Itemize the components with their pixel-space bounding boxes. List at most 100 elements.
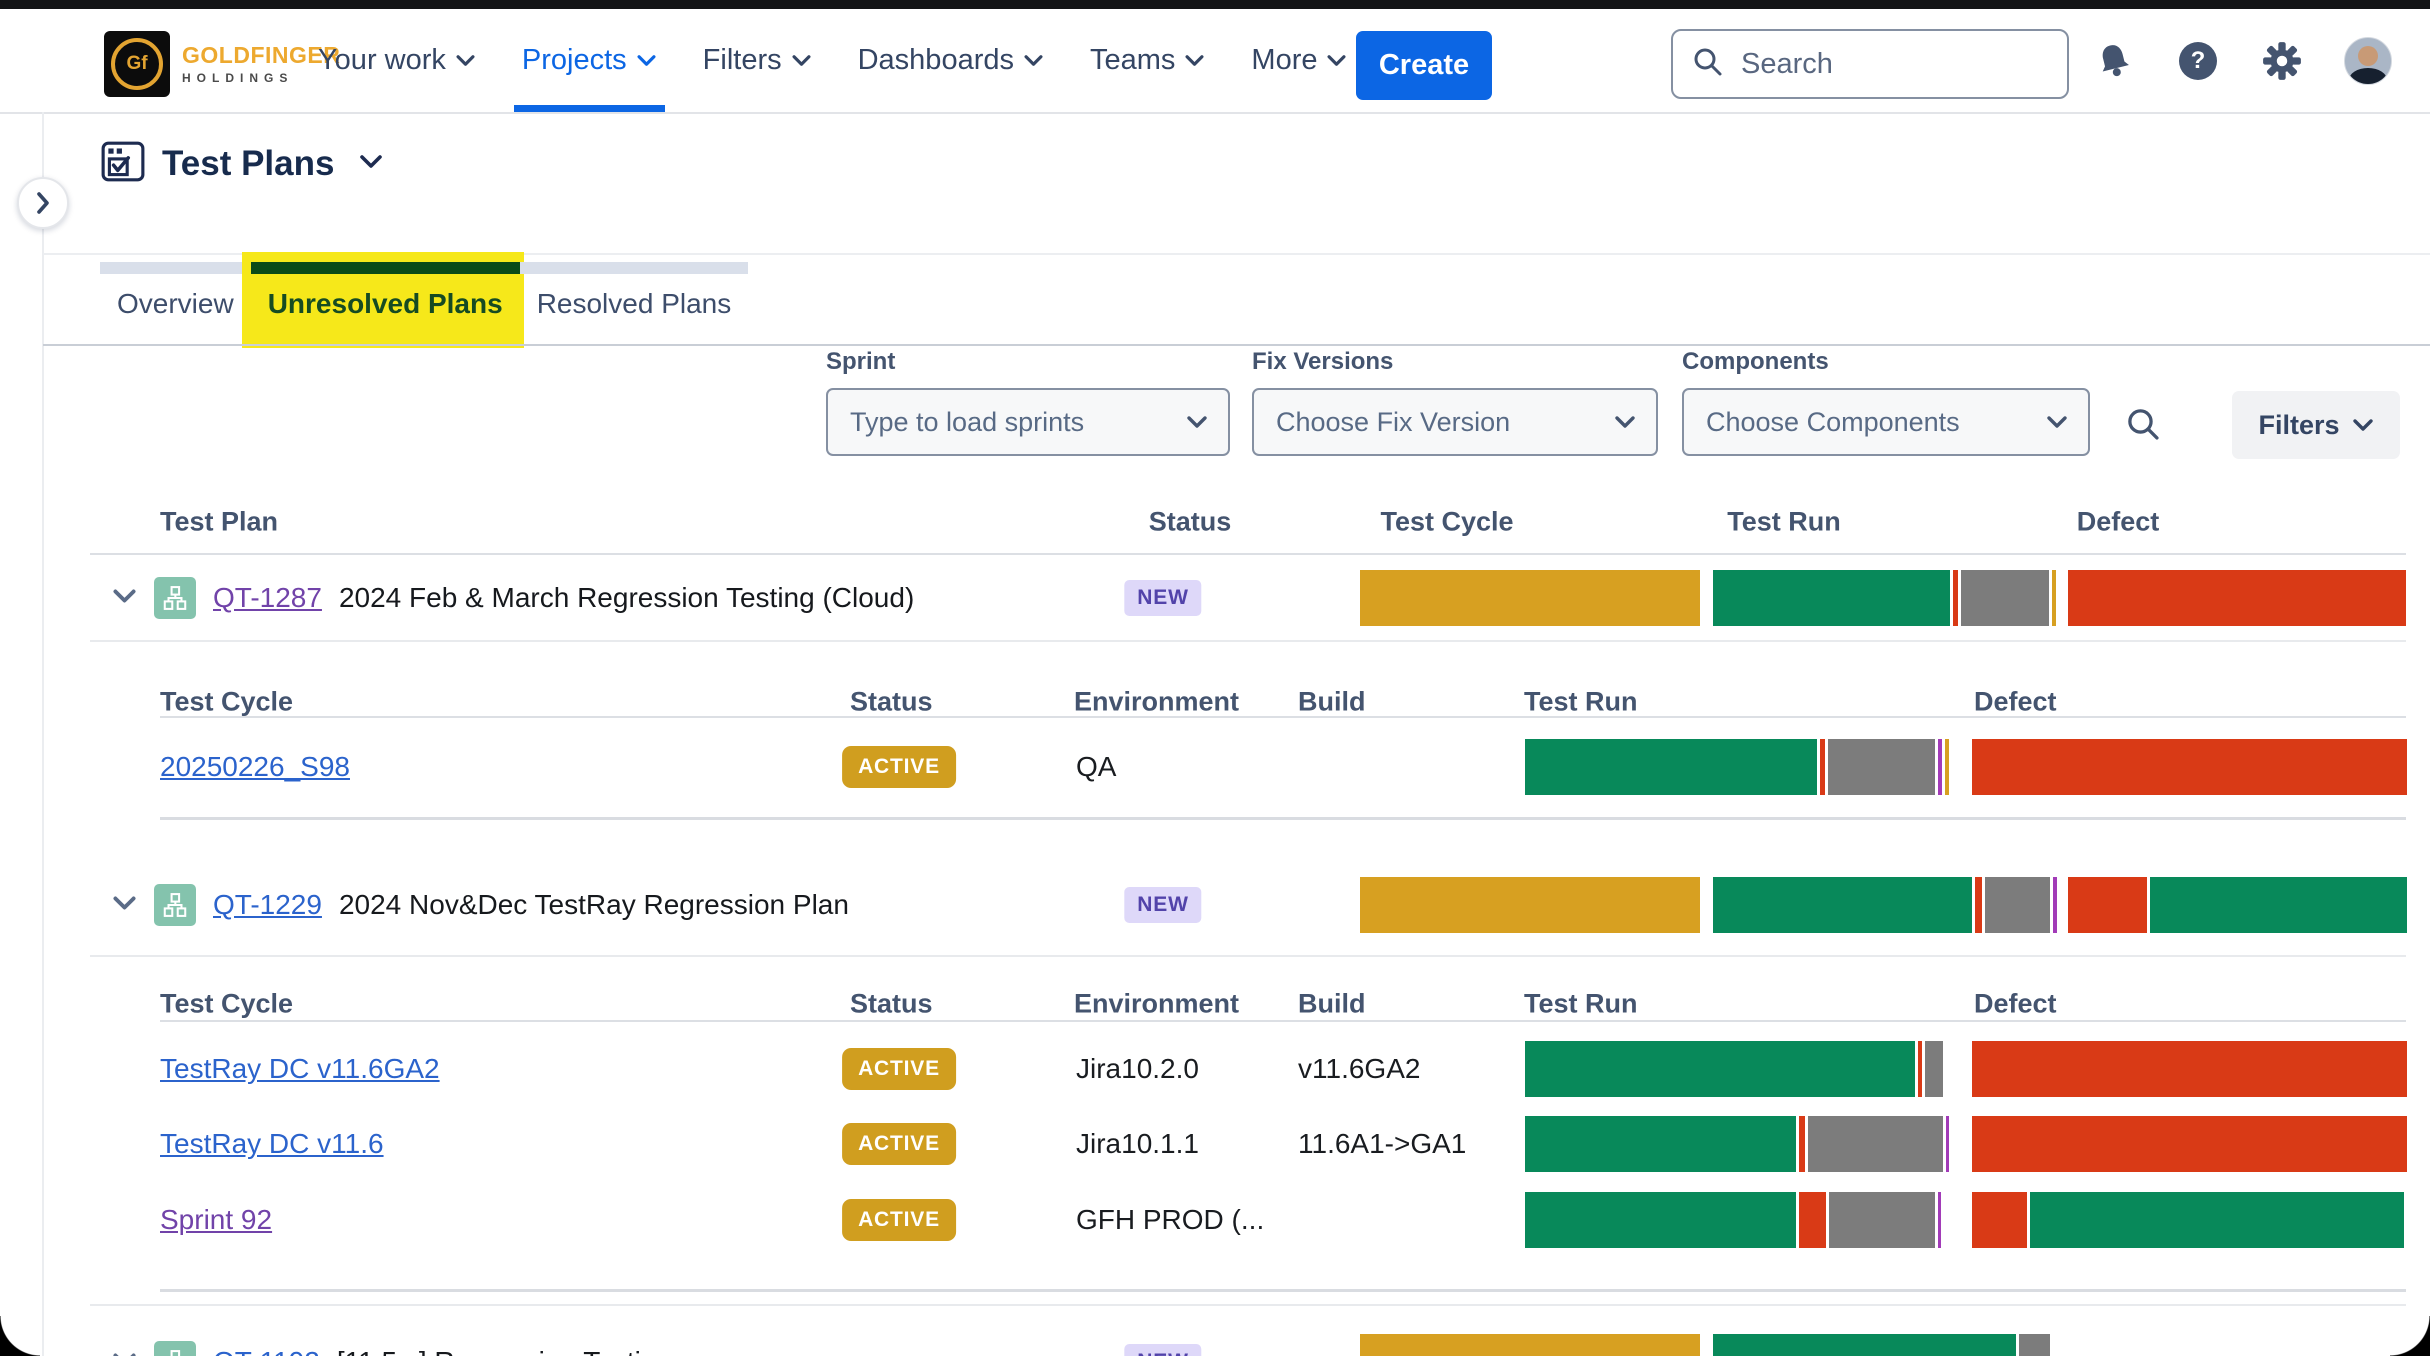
defect-bar <box>2068 877 2407 933</box>
bar-segment-green <box>1525 1041 1915 1097</box>
plan-title: 2024 Feb & March Regression Testing (Clo… <box>339 582 914 614</box>
cycle-link[interactable]: TestRay DC v11.6 <box>160 1128 384 1159</box>
nested-section-divider <box>160 1289 2406 1292</box>
test-plan-icon <box>154 1341 196 1356</box>
sidebar-expand-button[interactable] <box>17 177 69 229</box>
test-cycle-bar <box>1360 1334 1700 1356</box>
cycle-status-badge: ACTIVE <box>842 1123 956 1165</box>
cycle-name-cell: TestRay DC v11.6 <box>160 1128 384 1160</box>
bar-segment-gray <box>1925 1041 1943 1097</box>
nested-column-header-test-run: Test Run <box>1524 687 1638 718</box>
test-run-bar <box>1713 1334 2050 1356</box>
nested-column-header-status: Status <box>850 687 933 718</box>
bar-segment-red <box>1918 1041 1922 1097</box>
status-badge: NEW <box>1124 887 1201 923</box>
cycle-link[interactable]: Sprint 92 <box>160 1204 272 1235</box>
test-cycle-bar <box>1360 877 1700 933</box>
bar-segment-red <box>2068 570 2406 626</box>
bar-segment-red <box>1972 1041 2407 1097</box>
bar-segment-gold <box>1360 1334 1700 1356</box>
environment-cell: QA <box>1076 751 1116 783</box>
environment-cell: GFH PROD (... <box>1076 1204 1264 1236</box>
cycle-test-run-bar <box>1525 739 1949 795</box>
bar-segment-gray <box>1808 1116 1943 1172</box>
test-plan-icon <box>154 884 196 926</box>
plan-key-link[interactable]: QT-1287 <box>213 582 322 614</box>
nested-column-header-defect: Defect <box>1974 687 2057 718</box>
bar-segment-red <box>2068 877 2147 933</box>
nested-header-underline <box>160 1020 2406 1022</box>
environment-cell: Jira10.2.0 <box>1076 1053 1199 1085</box>
plan-row: QT-1287 2024 Feb & March Regression Testi… <box>112 577 914 619</box>
column-header-status: Status <box>1149 507 1232 538</box>
bar-segment-green <box>1713 877 1972 933</box>
column-header-test-cycle: Test Cycle <box>1380 507 1513 538</box>
table-header-underline <box>90 553 2406 555</box>
expand-chevron-icon[interactable] <box>112 588 137 609</box>
cycle-test-run-bar <box>1525 1192 1941 1248</box>
nested-section-divider <box>160 817 2406 820</box>
nested-column-header-test-cycle: Test Cycle <box>160 687 293 718</box>
expand-chevron-icon[interactable] <box>112 1352 137 1356</box>
nested-column-header-status: Status <box>850 989 933 1020</box>
nested-column-header-build: Build <box>1298 687 1366 718</box>
bar-segment-gray <box>1985 877 2050 933</box>
bar-segment-red <box>1972 1192 2027 1248</box>
bar-segment-red <box>1820 739 1825 795</box>
cycle-status-badge: ACTIVE <box>842 1199 956 1241</box>
environment-cell: Jira10.1.1 <box>1076 1128 1199 1160</box>
cycle-name-cell: 20250226_S98 <box>160 751 350 783</box>
plan-row: QT-1229 2024 Nov&Dec TestRay Regression P… <box>112 884 849 926</box>
bar-segment-green <box>1525 1116 1796 1172</box>
bar-segment-gray <box>1961 570 2049 626</box>
bar-segment-green <box>1713 570 1950 626</box>
cycle-status-badge: ACTIVE <box>842 1048 956 1090</box>
screen: Gf GOLDFINGER HOLDINGS Your workProjects… <box>0 0 2430 1356</box>
status-badge: NEW <box>1124 1344 1201 1356</box>
bar-segment-green <box>2030 1192 2404 1248</box>
screen-corner <box>0 1316 40 1356</box>
expand-chevron-icon[interactable] <box>112 895 137 916</box>
cycle-status-badge: ACTIVE <box>842 746 956 788</box>
bar-segment-gold <box>1360 570 1700 626</box>
test-plans-table: Test PlanStatusTest CycleTest RunDefect … <box>0 0 2430 1356</box>
bar-segment-gray <box>1828 739 1935 795</box>
bar-segment-gray <box>2019 1334 2050 1356</box>
plan-key-link[interactable]: QT-1229 <box>213 889 322 921</box>
cycle-link[interactable]: TestRay DC v11.6GA2 <box>160 1053 440 1084</box>
cycle-link[interactable]: 20250226_S98 <box>160 751 350 782</box>
test-cycle-bar <box>1360 570 1700 626</box>
cycle-test-run-bar <box>1525 1116 1949 1172</box>
column-header-test-plan: Test Plan <box>160 507 278 538</box>
nested-column-header-environment: Environment <box>1074 687 1239 718</box>
nested-column-header-environment: Environment <box>1074 989 1239 1020</box>
column-header-defect: Defect <box>2077 507 2160 538</box>
row-divider <box>90 640 2406 642</box>
nested-column-header-test-cycle: Test Cycle <box>160 989 293 1020</box>
build-cell: 11.6A1->GA1 <box>1298 1128 1466 1160</box>
nested-column-header-defect: Defect <box>1974 989 2057 1020</box>
cycle-name-cell: TestRay DC v11.6GA2 <box>160 1053 440 1085</box>
row-divider <box>90 955 2406 957</box>
plan-row: QT-1192[11.5.x] Regression Testing <box>112 1341 672 1356</box>
bar-segment-gold <box>2052 570 2056 626</box>
bar-segment-green <box>1525 1192 1796 1248</box>
bar-segment-green <box>1713 1334 2016 1356</box>
bar-segment-red <box>1799 1192 1826 1248</box>
bar-segment-green <box>1525 739 1817 795</box>
cycle-name-cell: Sprint 92 <box>160 1204 272 1236</box>
bar-segment-red <box>1972 739 2407 795</box>
plan-key-link[interactable]: QT-1192 <box>213 1346 320 1356</box>
bar-segment-red <box>1953 570 1958 626</box>
plan-title: 2024 Nov&Dec TestRay Regression Plan <box>339 889 849 921</box>
bar-segment-gray <box>1829 1192 1935 1248</box>
bar-segment-green <box>2150 877 2407 933</box>
nested-header-underline <box>160 716 2406 718</box>
defect-bar <box>2068 570 2406 626</box>
bar-segment-purple <box>1938 1192 1941 1248</box>
test-run-bar <box>1713 877 2057 933</box>
build-cell: v11.6GA2 <box>1298 1053 1420 1085</box>
cycle-defect-bar <box>1972 1041 2407 1097</box>
cycle-defect-bar <box>1972 1116 2407 1172</box>
bar-segment-red <box>1799 1116 1805 1172</box>
